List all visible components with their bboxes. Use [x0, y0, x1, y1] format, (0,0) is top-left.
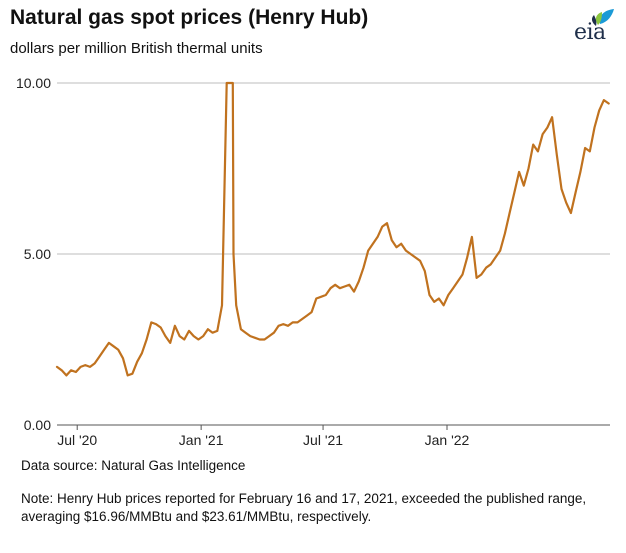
chart-subtitle: dollars per million British thermal unit…: [10, 40, 263, 57]
y-tick-label: 10.00: [16, 75, 51, 91]
x-tick-label: Jan '21: [179, 432, 224, 448]
chart-title: Natural gas spot prices (Henry Hub): [10, 6, 369, 29]
price-line-chart: 0.00 5.00 10.00 Jul '20 Jan '21 Jul '21 Jan '2…: [16, 75, 610, 448]
henry-hub-price-line: [55, 81, 610, 377]
x-tick-label: Jan '22: [425, 432, 470, 448]
eia-leaf-logo-icon: [591, 9, 614, 26]
y-tick-label: 5.00: [24, 246, 51, 262]
x-tick-label: Jul '21: [303, 432, 343, 448]
eia-logo-text: eia: [574, 20, 606, 45]
y-tick-label: 0.00: [24, 417, 51, 433]
footnote: Note: Henry Hub prices reported for Febr…: [21, 491, 587, 524]
eia-logo: eia: [574, 8, 616, 45]
x-tick-label: Jul '20: [57, 432, 97, 448]
data-source: Data source: Natural Gas Intelligence: [21, 458, 246, 473]
